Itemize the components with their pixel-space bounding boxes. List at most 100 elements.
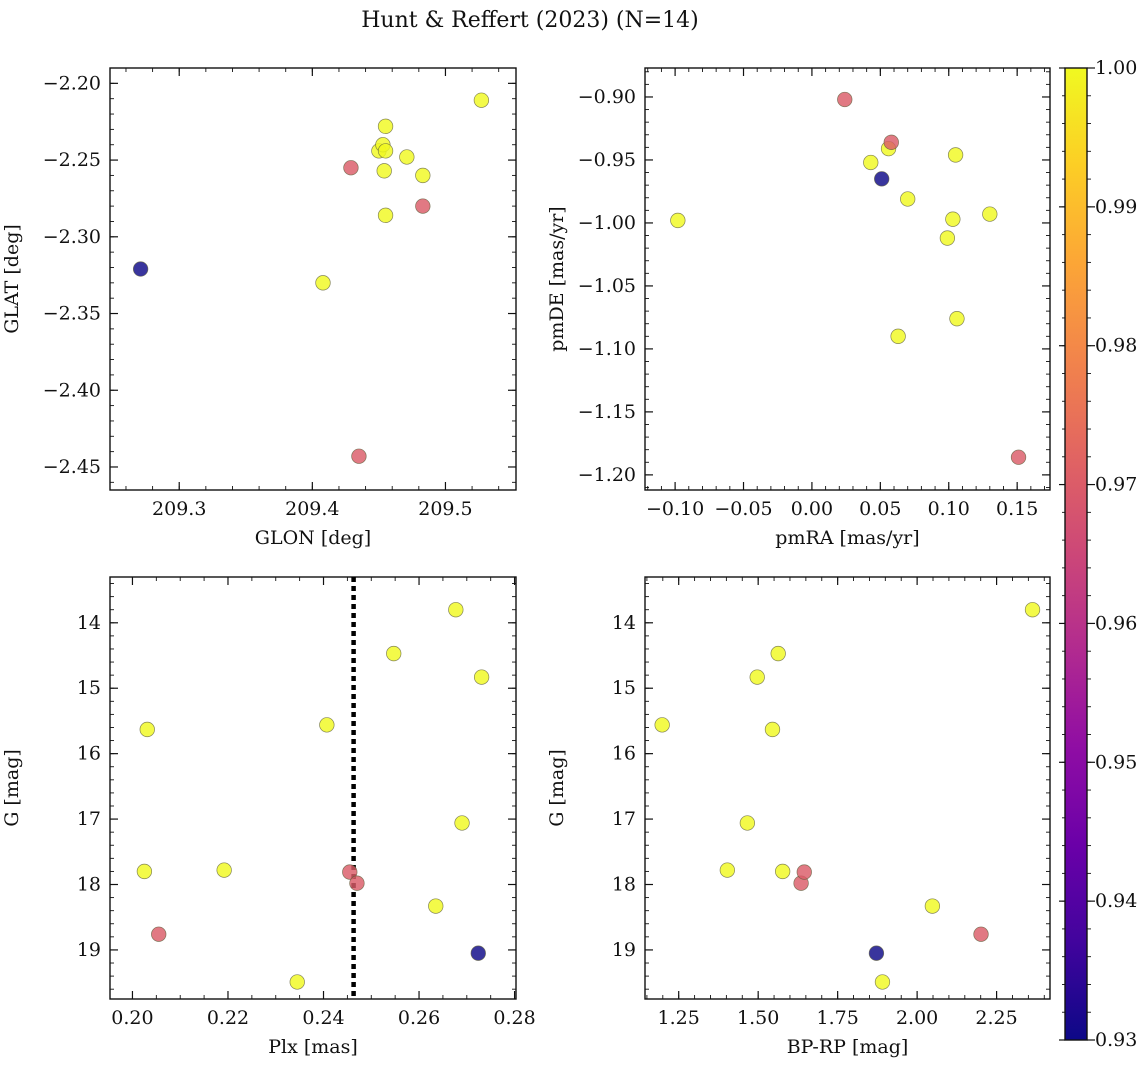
y-tick-label: −2.40	[43, 379, 101, 401]
points	[136, 602, 490, 990]
x-tick-label: 0.22	[207, 1007, 249, 1029]
x-tick-label: 0.00	[791, 498, 833, 520]
y-tick-label: 14	[612, 612, 636, 634]
points	[654, 602, 1041, 990]
y-tick-label: 17	[77, 808, 101, 830]
data-point	[1024, 602, 1041, 618]
panels: 209.3 209.4 209.5 −2.20 −2.25 −2.30 −2.35 −2.40…	[1, 67, 1051, 1058]
panel-pmra-pmde: −0.10 −0.05 0.00 0.05 0.10 0.15 −0.90 −0.95 −1.0…	[546, 67, 1051, 549]
colorbar-tick-label: 0.93	[1095, 1029, 1137, 1051]
x-tick-label: −0.05	[714, 498, 772, 520]
data-point	[947, 147, 964, 163]
data-point	[376, 163, 392, 179]
y-tick-label: −0.90	[578, 86, 636, 108]
data-point	[349, 875, 365, 891]
data-point	[315, 275, 331, 291]
data-point	[719, 862, 735, 878]
data-point	[216, 862, 232, 878]
y-tick-label: −2.20	[43, 72, 101, 94]
data-point	[473, 669, 490, 685]
data-point	[774, 863, 791, 880]
y-tick-label: 15	[612, 677, 636, 699]
data-point	[945, 211, 961, 227]
colorbar-tick-label: 0.97	[1095, 474, 1137, 496]
data-point	[924, 898, 941, 914]
data-point	[139, 721, 155, 738]
y-axis-label: G [mag]	[1, 749, 23, 827]
y-tick-label: 16	[77, 743, 101, 765]
y-tick-label: −2.45	[43, 456, 101, 478]
data-point	[351, 448, 367, 464]
data-point	[399, 149, 415, 165]
y-tick-label: −1.05	[578, 275, 636, 297]
x-axis-label: pmRA [mas/yr]	[775, 527, 919, 549]
figure-title: Hunt & Reffert (2023) (N=14)	[361, 8, 699, 33]
data-point	[132, 261, 149, 277]
data-point	[151, 926, 167, 942]
x-axis-label: Plx [mas]	[268, 1036, 358, 1058]
y-tick-label: 19	[77, 939, 101, 961]
colorbar-tick-label: 0.99	[1095, 196, 1137, 218]
y-axis-label: GLAT [deg]	[1, 224, 23, 334]
axes-frame	[109, 67, 517, 491]
data-point	[900, 191, 916, 207]
y-tick-label: 18	[612, 874, 636, 896]
panel-glon-glat: 209.3 209.4 209.5 −2.20 −2.25 −2.30 −2.35 −2.40…	[1, 67, 517, 549]
axes-frame	[109, 576, 517, 1000]
data-point	[749, 669, 765, 685]
data-point	[874, 974, 891, 990]
points	[132, 92, 490, 464]
data-point	[863, 154, 879, 171]
data-point	[415, 198, 431, 214]
data-point	[982, 206, 998, 222]
x-tick-label: 0.26	[398, 1007, 440, 1029]
x-tick-label: 1.75	[816, 1007, 858, 1029]
x-tick-label: 0.20	[111, 1007, 153, 1029]
minor-ticks	[110, 577, 516, 999]
x-tick-label: 0.28	[493, 1007, 535, 1029]
x-axis-label: GLON [deg]	[255, 527, 371, 549]
colorbar-tick-label: 0.96	[1095, 612, 1137, 634]
x-tick-label: 0.05	[859, 498, 901, 520]
data-point	[470, 945, 486, 961]
y-tick-label: −2.30	[43, 226, 101, 248]
data-point	[973, 926, 989, 942]
y-tick-label: −2.35	[43, 303, 101, 325]
y-tick-label: 15	[77, 677, 101, 699]
data-point	[377, 118, 394, 134]
data-point	[448, 602, 464, 618]
data-point	[654, 717, 670, 733]
y-axis-label: pmDE [mas/yr]	[546, 206, 568, 351]
y-tick-label: −1.10	[578, 338, 636, 360]
y-tick-label: 18	[77, 874, 101, 896]
y-axis-label: G [mag]	[546, 749, 568, 827]
data-point	[868, 945, 885, 961]
y-tick-label: 17	[612, 808, 636, 830]
data-point	[319, 717, 335, 733]
data-point	[289, 974, 305, 990]
x-tick-label: 0.24	[302, 1007, 344, 1029]
x-tick-label: 2.25	[975, 1007, 1017, 1029]
data-point	[670, 212, 686, 229]
data-point	[386, 645, 402, 662]
x-tick-label: 0.15	[996, 498, 1038, 520]
colorbar: 0.93 0.94 0.95 0.96 0.97 0.98 0.99 1.00	[1059, 57, 1137, 1051]
y-tick-label: −1.20	[578, 464, 636, 486]
minor-ticks	[645, 68, 1050, 490]
axes-frame	[644, 67, 1051, 491]
minor-ticks	[645, 577, 1050, 999]
colorbar-frame	[1064, 67, 1088, 1041]
points	[670, 91, 1027, 465]
colorbar-tick-label: 0.94	[1095, 890, 1137, 912]
data-point	[136, 863, 153, 880]
data-point	[343, 160, 359, 176]
x-tick-label: 0.10	[928, 498, 970, 520]
data-point	[1010, 449, 1027, 465]
data-point	[939, 230, 956, 246]
x-tick-label: 2.00	[896, 1007, 938, 1029]
x-tick-label: 1.50	[737, 1007, 779, 1029]
data-point	[874, 171, 890, 187]
y-tick-label: −1.15	[578, 401, 636, 423]
y-tick-label: −0.95	[578, 149, 636, 171]
data-point	[890, 328, 906, 344]
